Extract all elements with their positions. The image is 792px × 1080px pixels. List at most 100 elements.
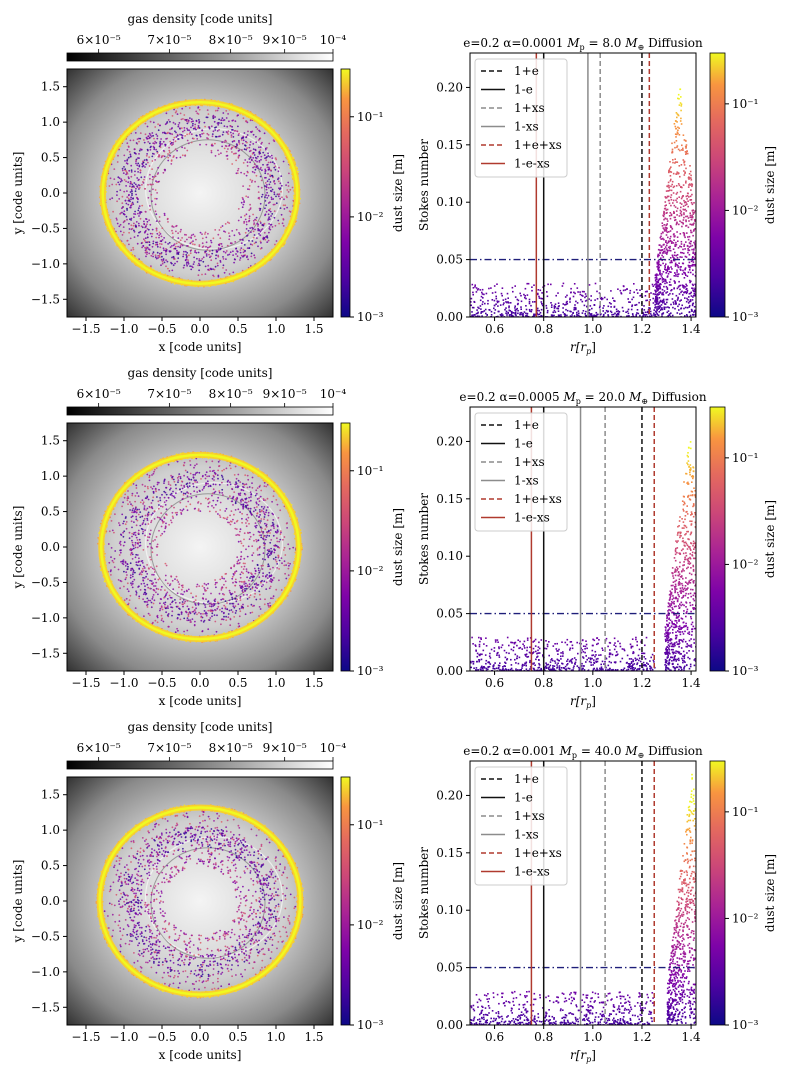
dust-particle xyxy=(245,136,248,139)
dust-particle xyxy=(117,154,119,157)
dust-particle xyxy=(257,167,259,170)
stokes-point xyxy=(552,311,554,314)
dust-particle xyxy=(259,175,262,178)
stokes-point xyxy=(683,139,686,141)
stokes-point xyxy=(664,196,667,198)
dust-particle xyxy=(143,139,145,141)
dust-particle xyxy=(160,258,163,261)
dust-particle xyxy=(248,185,251,187)
stokes-point xyxy=(656,296,658,298)
dust-particle xyxy=(243,214,246,217)
stokes-point xyxy=(550,283,552,286)
stokes-point xyxy=(685,180,687,183)
stokes-point xyxy=(601,297,604,300)
stokes-point xyxy=(675,222,678,225)
dust-particle xyxy=(257,191,260,194)
dust-particle xyxy=(160,235,163,238)
dust-particle xyxy=(269,169,272,172)
dust-particle xyxy=(186,245,188,247)
dust-particle xyxy=(218,153,220,156)
dust-particle xyxy=(185,261,188,264)
dust-particle xyxy=(127,197,130,200)
dust-particle xyxy=(177,629,179,632)
dust-particle xyxy=(156,192,159,194)
stokes-point xyxy=(656,278,658,280)
dust-particle xyxy=(248,146,251,149)
stokes-point xyxy=(611,315,614,317)
stokes-point xyxy=(660,246,663,248)
stokes-point xyxy=(507,301,509,303)
disk-map-panel: −1.5 −1.0 −0.5 0.0 0.5 1.0 1.5−1.5−1.0−0.50.00… xyxy=(11,422,334,708)
stokes-point xyxy=(680,214,683,217)
dust-particle xyxy=(245,223,248,226)
dust-particle xyxy=(200,612,202,615)
dust-particle xyxy=(242,198,245,201)
stokes-point xyxy=(682,195,684,197)
stokes-point xyxy=(698,263,700,265)
dust-particle xyxy=(213,275,215,278)
stokes-point xyxy=(546,309,549,312)
stokes-point xyxy=(613,305,616,308)
dust-particle xyxy=(211,249,214,252)
stokes-point xyxy=(690,291,692,294)
stokes-point xyxy=(661,254,663,257)
dust-particle xyxy=(261,228,264,230)
stokes-point xyxy=(641,308,643,310)
dust-particle xyxy=(205,143,208,146)
stokes-point xyxy=(562,303,565,305)
dust-particle xyxy=(195,120,198,123)
disk-ytick-label: 0.0 xyxy=(41,186,60,200)
dust-particle xyxy=(238,141,240,144)
stokes-point xyxy=(668,170,670,172)
stokes-point xyxy=(528,308,531,311)
dust-particle xyxy=(221,133,224,136)
dust-particle xyxy=(221,225,224,227)
dust-particle xyxy=(251,179,254,182)
stokes-point xyxy=(691,231,693,234)
dust-particle xyxy=(201,242,204,245)
dust-particle xyxy=(212,268,214,270)
dust-particle xyxy=(253,171,256,174)
dust-particle xyxy=(149,529,152,532)
stokes-point xyxy=(698,273,700,275)
dust-particle xyxy=(119,213,121,215)
stokes-point xyxy=(686,315,689,317)
dust-particle xyxy=(201,129,204,132)
dust-particle xyxy=(234,258,237,261)
stokes-point xyxy=(565,303,567,306)
dust-particle xyxy=(126,171,128,174)
stokes-point xyxy=(680,186,682,188)
stokes-point xyxy=(527,315,530,317)
stokes-point xyxy=(655,276,658,279)
stokes-point xyxy=(541,297,544,300)
dust-particle xyxy=(273,180,276,182)
dust-particle xyxy=(204,233,206,235)
stokes-point xyxy=(698,253,700,255)
stokes-point xyxy=(661,299,664,302)
dust-particle xyxy=(239,528,242,531)
stokes-point xyxy=(669,257,672,259)
dust-particle xyxy=(157,257,160,259)
stokes-point xyxy=(684,171,686,174)
stokes-point xyxy=(687,249,690,252)
stokes-point xyxy=(685,167,687,170)
stokes-point xyxy=(657,255,659,257)
stokes-point xyxy=(679,266,682,268)
dust-particle xyxy=(163,261,166,264)
disk-xtick-label: −1.0 xyxy=(109,322,138,336)
stokes-point xyxy=(680,299,682,301)
dust-particle xyxy=(180,118,183,121)
dust-particle xyxy=(181,154,184,157)
stokes-point xyxy=(551,304,553,306)
stokes-point xyxy=(669,245,671,248)
dust-particle xyxy=(257,223,260,226)
dust-particle xyxy=(253,154,256,156)
stokes-point xyxy=(698,237,700,239)
dust-particle xyxy=(237,167,240,170)
dust-particle xyxy=(259,202,262,205)
stokes-point xyxy=(673,287,675,290)
stokes-point xyxy=(685,283,687,286)
dust-particle xyxy=(177,138,180,140)
dust-particle xyxy=(158,231,161,234)
stokes-point xyxy=(684,315,686,317)
